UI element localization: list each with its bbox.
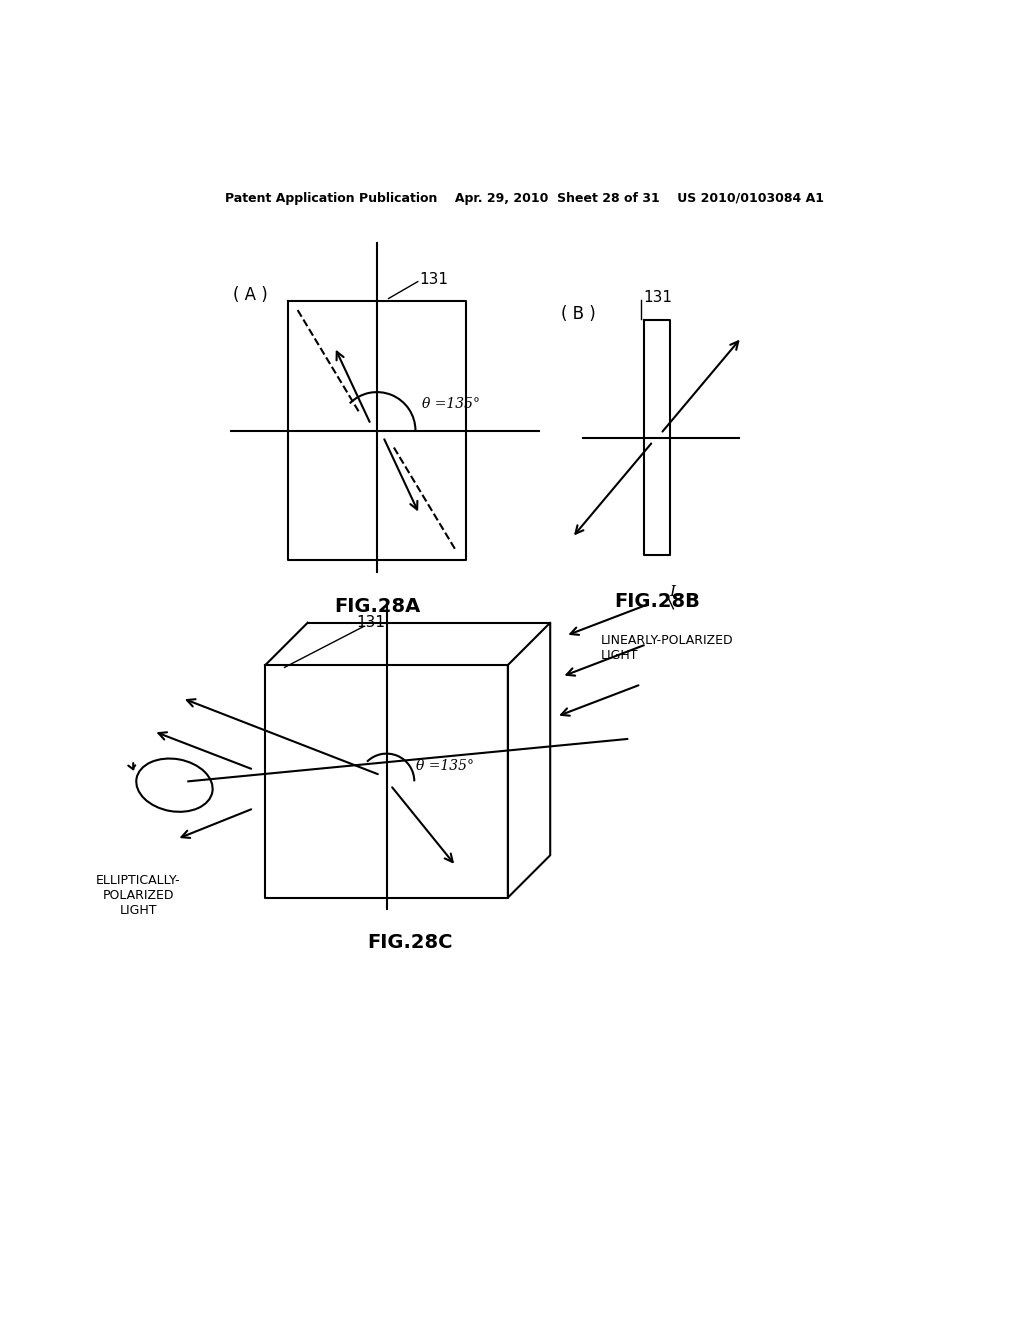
Text: LINEARLY-POLARIZED
LIGHT: LINEARLY-POLARIZED LIGHT: [600, 635, 733, 663]
Text: Patent Application Publication    Apr. 29, 2010  Sheet 28 of 31    US 2010/01030: Patent Application Publication Apr. 29, …: [225, 191, 824, 205]
Text: ( A ): ( A ): [233, 285, 267, 304]
Text: ELLIPTICALLY-
POLARIZED
LIGHT: ELLIPTICALLY- POLARIZED LIGHT: [96, 874, 180, 916]
Text: FIG.28C: FIG.28C: [367, 933, 453, 952]
Text: L: L: [670, 585, 680, 599]
Text: θ =135°: θ =135°: [416, 759, 474, 774]
Text: 131: 131: [419, 272, 449, 286]
Text: ( B ): ( B ): [561, 305, 596, 323]
Text: FIG.28A: FIG.28A: [334, 597, 420, 616]
Text: 131: 131: [643, 289, 672, 305]
Text: 131: 131: [356, 615, 386, 630]
Text: FIG.28B: FIG.28B: [614, 591, 699, 611]
Text: θ =135°: θ =135°: [422, 396, 479, 411]
